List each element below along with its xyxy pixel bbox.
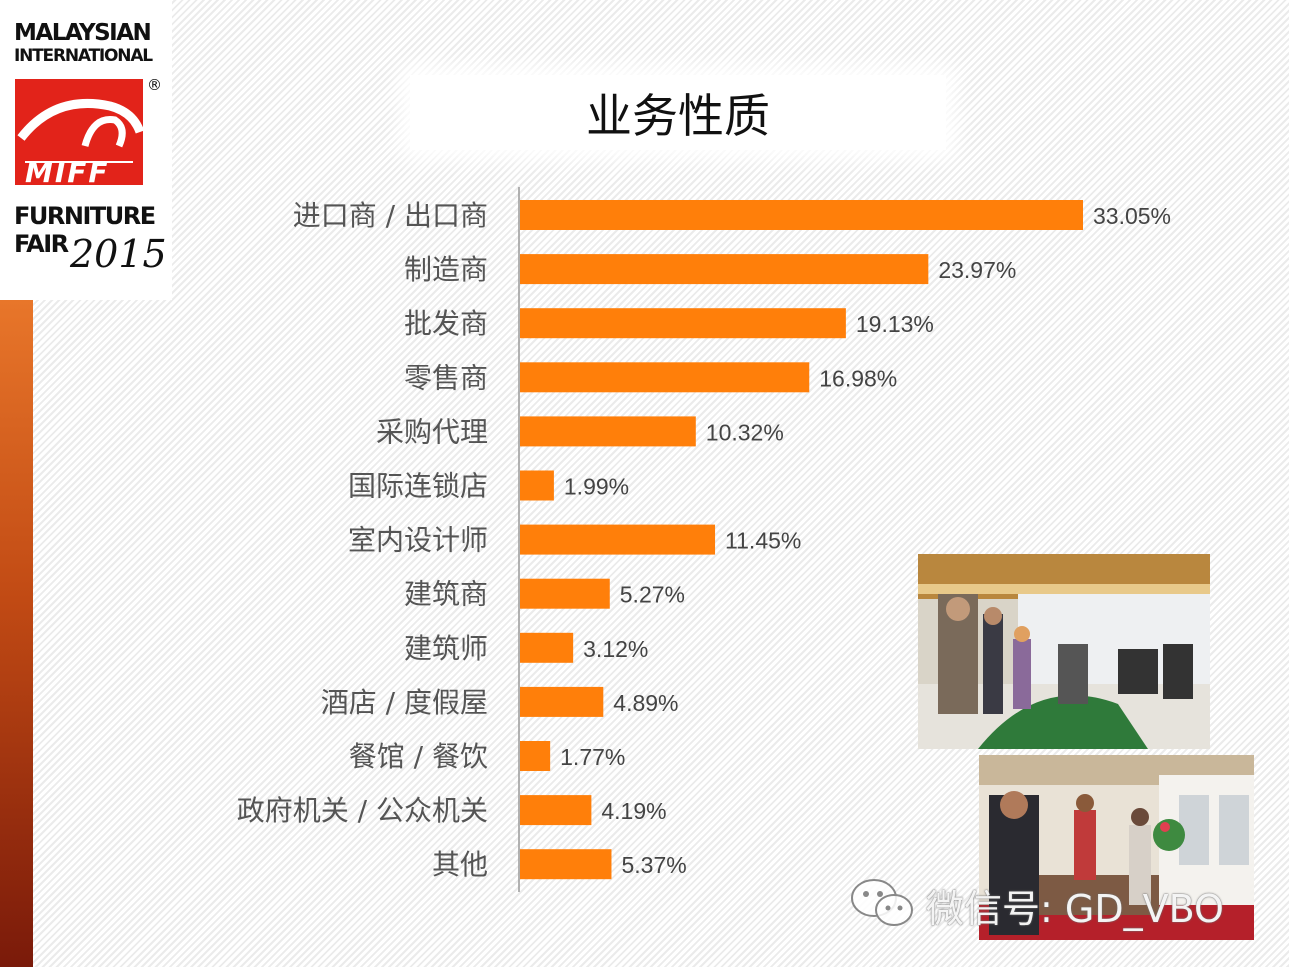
bar-9: [520, 686, 604, 717]
logo-registered: ®: [147, 76, 162, 94]
value-label-7: 5.27%: [620, 582, 685, 608]
bar-8: [520, 632, 574, 663]
value-label-3: 16.98%: [819, 365, 897, 391]
title-backdrop: [410, 75, 946, 150]
wechat-watermark: 微信号: GD_VBO: [848, 872, 1268, 932]
bar-4: [520, 416, 696, 447]
bar-1: [520, 254, 929, 285]
value-label-9: 4.89%: [613, 690, 678, 716]
value-label-8: 3.12%: [583, 636, 648, 662]
category-label-12: 其他: [432, 848, 488, 881]
value-label-4: 10.32%: [706, 419, 784, 445]
category-label-8: 建筑师: [404, 632, 488, 665]
logo-international: INTERNATIONAL: [14, 46, 153, 66]
bar-11: [520, 795, 592, 826]
category-label-11: 政府机关 / 公众机关: [237, 794, 488, 827]
category-label-6: 室内设计师: [348, 524, 488, 557]
bar-6: [520, 524, 716, 555]
category-label-7: 建筑商: [404, 578, 488, 611]
bar-group: 进口商 / 出口商 33.05% 制造商 23.97% 批发商 19.13% 零售商 16.9…: [237, 199, 1171, 881]
value-label-12: 5.37%: [621, 852, 686, 878]
bar-5: [520, 470, 554, 501]
logo-malaysian: MALAYSIAN: [14, 20, 152, 46]
exhibition-photo-1: [918, 554, 1210, 749]
bar-10: [520, 741, 551, 771]
category-label-5: 国际连锁店: [348, 470, 488, 503]
logo-fair: FAIR: [14, 230, 69, 258]
bar-2: [520, 308, 846, 339]
category-label-1: 制造商: [404, 253, 488, 286]
miff-mark-icon: MIFF ®: [15, 76, 162, 188]
logo-year: 2015: [70, 232, 167, 276]
bar-7: [520, 578, 610, 609]
left-accent-bar: [0, 300, 33, 967]
category-label-2: 批发商: [404, 307, 488, 340]
value-label-5: 1.99%: [564, 474, 629, 500]
bar-12: [520, 849, 612, 880]
value-label-11: 4.19%: [601, 798, 666, 824]
category-label-10: 餐馆 / 餐饮: [349, 740, 488, 773]
value-label-10: 1.77%: [560, 744, 625, 770]
category-label-0: 进口商 / 出口商: [293, 199, 488, 232]
exhibition-photo-2: [979, 755, 1254, 940]
value-label-0: 33.05%: [1093, 203, 1171, 229]
logo-mark-text: MIFF: [25, 156, 110, 188]
bar-3: [520, 362, 810, 393]
value-label-6: 11.45%: [725, 528, 801, 554]
miff-logo: MALAYSIAN INTERNATIONAL MIFF ® FURNITURE…: [0, 0, 172, 300]
watermark-text: 微信号: GD_VBO: [926, 887, 1224, 931]
bar-0: [520, 200, 1083, 230]
category-label-9: 酒店 / 度假屋: [321, 686, 488, 719]
wechat-icon: [851, 879, 913, 926]
category-label-3: 零售商: [404, 361, 488, 394]
value-label-2: 19.13%: [856, 311, 934, 337]
value-label-1: 23.97%: [938, 257, 1016, 283]
chart-title: 业务性质: [586, 89, 770, 143]
logo-furniture: FURNITURE: [14, 202, 156, 230]
category-label-4: 采购代理: [376, 415, 488, 448]
